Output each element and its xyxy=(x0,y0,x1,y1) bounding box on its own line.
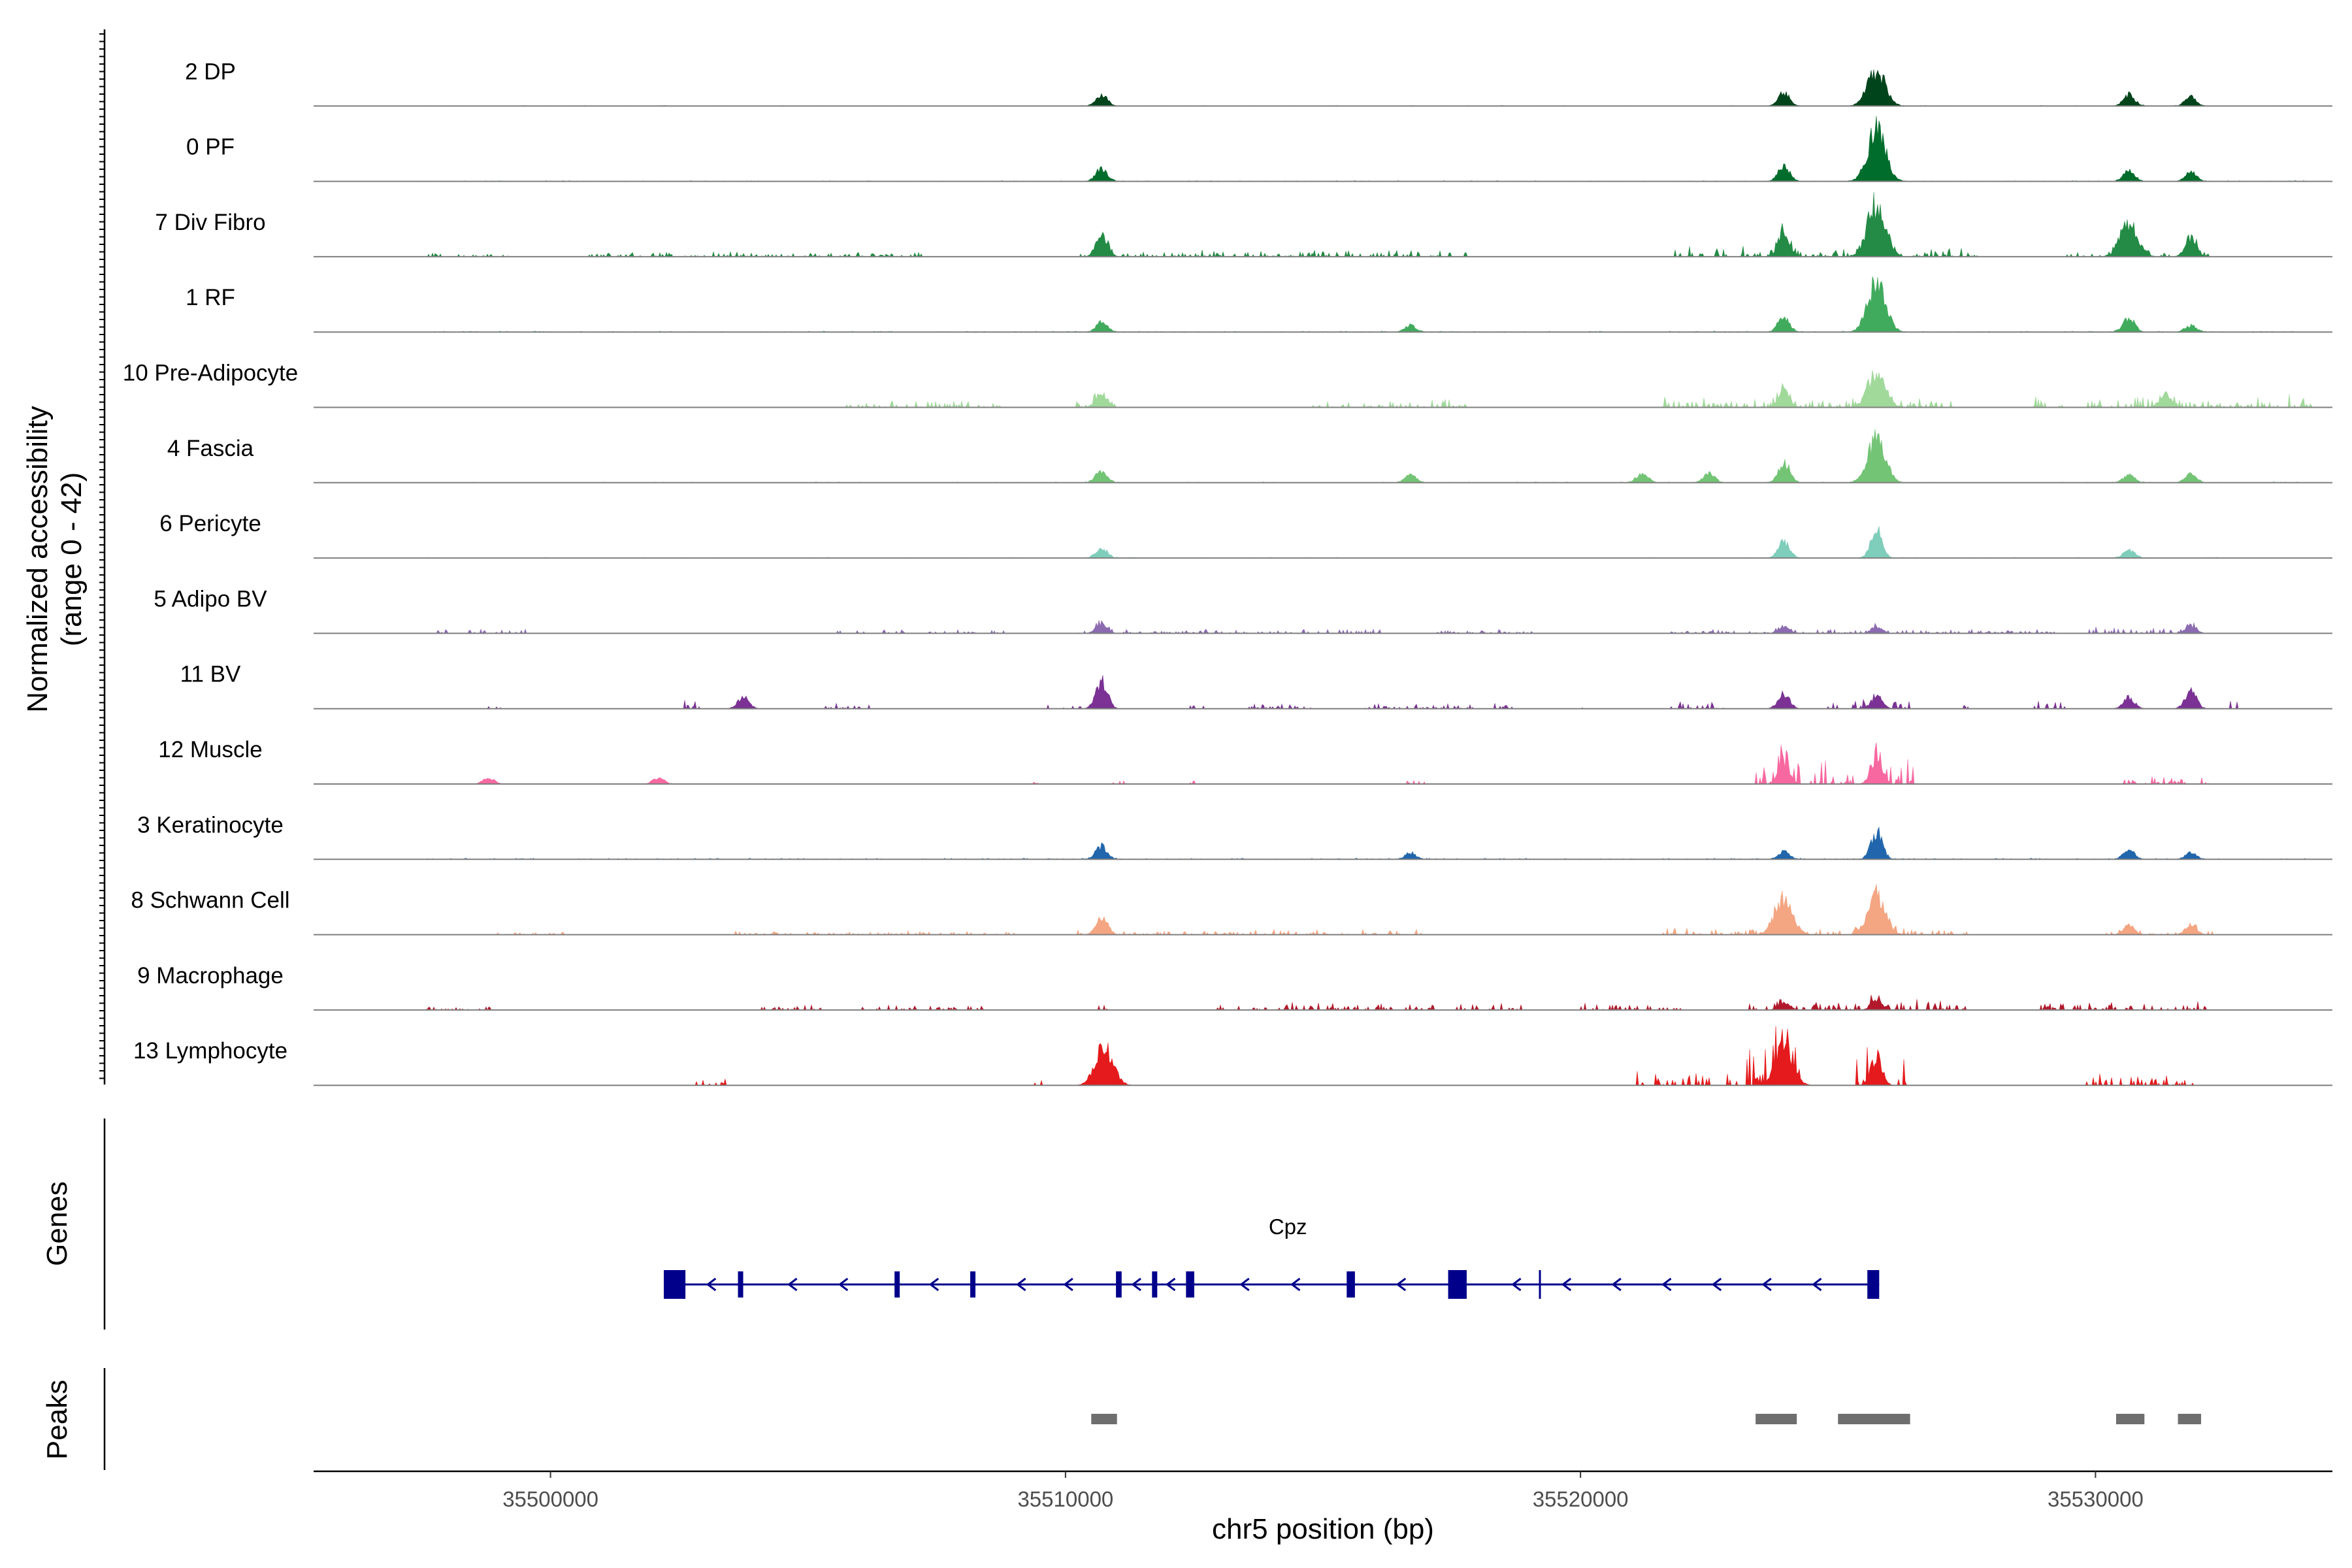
peak-region xyxy=(1091,1414,1117,1424)
track-signal xyxy=(314,192,2332,257)
strand-chevron xyxy=(928,1277,939,1292)
gene-exon xyxy=(738,1271,743,1298)
track-8-schwann-cell: 8 Schwann Cell xyxy=(131,884,2332,936)
track-4-fascia: 4 Fascia xyxy=(167,429,2332,483)
x-axis-title: chr5 position (bp) xyxy=(1212,1513,1434,1545)
gene-exon xyxy=(1448,1270,1467,1299)
gene-exon xyxy=(664,1270,686,1299)
strand-chevron xyxy=(787,1277,798,1292)
track-signal xyxy=(314,276,2332,333)
track-label: 1 RF xyxy=(186,285,235,310)
track-label: 12 Muscle xyxy=(158,737,263,762)
gene-exon xyxy=(1347,1271,1355,1298)
track-13-lymphocyte: 13 Lymphocyte xyxy=(133,1026,2332,1086)
peak-region xyxy=(1838,1414,1910,1424)
gene-exon xyxy=(1152,1271,1158,1298)
gene-exon xyxy=(1186,1271,1194,1298)
track-label: 7 Div Fibro xyxy=(155,210,265,235)
track-label: 5 Adipo BV xyxy=(154,586,267,612)
track-10-pre-adipocyte: 10 Pre-Adipocyte xyxy=(123,361,2332,408)
strand-chevron xyxy=(1611,1277,1622,1292)
track-label: 8 Schwann Cell xyxy=(131,888,289,913)
gene-label-cpz: Cpz xyxy=(1269,1215,1307,1239)
coverage-y-ticks xyxy=(99,33,105,1079)
track-signal xyxy=(314,370,2332,408)
peak-region xyxy=(2178,1414,2201,1424)
strand-chevron xyxy=(1396,1277,1407,1292)
peak-region xyxy=(1756,1414,1797,1424)
track-0-pf: 0 PF xyxy=(186,116,2332,182)
track-label: 9 Macrophage xyxy=(137,963,284,988)
track-signal xyxy=(314,429,2332,483)
strand-chevron xyxy=(1711,1277,1722,1292)
strand-chevron xyxy=(1063,1277,1073,1292)
track-label: 3 Keratinocyte xyxy=(137,812,284,838)
track-label: 11 BV xyxy=(180,662,241,687)
strand-chevron xyxy=(1290,1277,1301,1292)
x-axis-ticks: 35500000 35510000 35520000 35530000 xyxy=(502,1471,2144,1511)
track-label: 10 Pre-Adipocyte xyxy=(123,361,298,386)
strand-chevron xyxy=(1239,1277,1250,1292)
track-label: 0 PF xyxy=(186,135,235,160)
gene-exon xyxy=(894,1271,900,1298)
strand-chevron xyxy=(1511,1277,1522,1292)
strand-chevron xyxy=(706,1277,717,1292)
track-5-adipo-bv: 5 Adipo BV xyxy=(154,586,2332,634)
track-signal xyxy=(314,826,2332,860)
x-tick-label: 35520000 xyxy=(1533,1487,1629,1511)
x-tick-label: 35510000 xyxy=(1017,1487,1113,1511)
peak-region xyxy=(2115,1414,2145,1424)
track-signal xyxy=(314,742,2332,785)
x-tick-label: 35500000 xyxy=(502,1487,598,1511)
strand-chevron xyxy=(1561,1277,1572,1292)
track-12-muscle: 12 Muscle xyxy=(158,737,2332,785)
gene-exon xyxy=(1116,1271,1122,1298)
track-9-macrophage: 9 Macrophage xyxy=(137,963,2332,1011)
track-signal xyxy=(314,620,2332,634)
strand-chevron xyxy=(1761,1277,1772,1292)
strand-chevron xyxy=(1165,1277,1176,1292)
coverage-tracks: 2 DP 0 PF 7 Div Fibro 1 RF 10 Pre-Adipocyte 4… xyxy=(123,59,2332,1086)
strand-chevron xyxy=(1661,1277,1672,1292)
coverage-y-axis-range: (range 0 - 42) xyxy=(56,472,88,647)
strand-chevron xyxy=(838,1277,849,1292)
track-signal xyxy=(314,675,2332,710)
track-signal xyxy=(314,116,2332,182)
gene-exon xyxy=(1867,1270,1880,1299)
track-label: 6 Pericyte xyxy=(159,511,261,536)
track-11-bv: 11 BV xyxy=(180,662,2332,710)
peaks-panel-title: Peaks xyxy=(41,1380,73,1460)
x-tick-label: 35530000 xyxy=(2048,1487,2144,1511)
track-label: 13 Lymphocyte xyxy=(133,1038,287,1064)
track-label: 2 DP xyxy=(185,59,236,84)
track-7-div-fibro: 7 Div Fibro xyxy=(155,192,2332,257)
track-2-dp: 2 DP xyxy=(185,59,2332,107)
track-signal xyxy=(314,994,2332,1011)
track-3-keratinocyte: 3 Keratinocyte xyxy=(137,812,2332,860)
peak-regions xyxy=(1091,1414,2201,1424)
strand-chevron xyxy=(1812,1277,1822,1292)
gene-model xyxy=(664,1270,1880,1299)
track-signal xyxy=(314,526,2332,559)
genes-panel-title: Genes xyxy=(41,1181,73,1266)
gene-exon xyxy=(970,1271,976,1298)
track-signal xyxy=(314,884,2332,936)
track-label: 4 Fascia xyxy=(167,436,254,461)
track-signal xyxy=(314,1026,2332,1086)
track-6-pericyte: 6 Pericyte xyxy=(159,511,2332,559)
strand-chevron xyxy=(1131,1277,1141,1292)
coverage-y-axis-title: Normalized accessibility xyxy=(22,406,54,712)
track-1-rf: 1 RF xyxy=(186,276,2332,333)
track-signal xyxy=(314,69,2332,106)
strand-chevron xyxy=(1016,1277,1026,1292)
